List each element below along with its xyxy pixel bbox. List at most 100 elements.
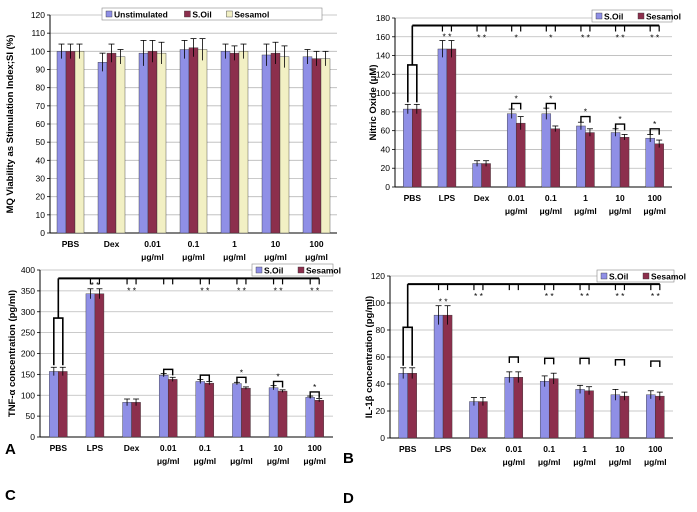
chart-d-category-label: 10 xyxy=(615,444,625,454)
chart-d-bar-sesamol-7 xyxy=(655,395,665,439)
chart-d-panel-letter: D xyxy=(343,490,354,507)
chart-b-sig-bracket xyxy=(649,128,660,135)
chart-b-category-label: 1 xyxy=(583,193,588,203)
chart-b-category-label: Dex xyxy=(474,193,490,203)
chart-c-bar-soil-3 xyxy=(158,375,169,438)
chart-a-bar-sesamol-0 xyxy=(74,51,85,234)
chart-a-bar-soil-3 xyxy=(188,47,199,234)
chart-a-legend-box xyxy=(101,7,323,21)
chart-c-category-label: 10 xyxy=(273,443,283,453)
chart-b-bar-soil-3 xyxy=(506,113,517,188)
chart-b-top-bracket-tick xyxy=(476,25,487,32)
chart-d-top-bracket-tick xyxy=(544,284,555,291)
chart-b-bar-soil-7 xyxy=(645,137,655,188)
chart-a-legend-label: S.Oil xyxy=(192,10,211,20)
chart-a-category-label: 1 xyxy=(232,239,237,249)
chart-d-ytick-label: 20 xyxy=(376,406,386,416)
chart-c-ytick-label: 150 xyxy=(21,369,35,379)
chart-d-bar-sesamol-2 xyxy=(478,401,488,439)
chart-b-top-bracket-tick xyxy=(511,25,522,32)
chart-a-legend-label: Sesamol xyxy=(234,10,269,20)
chart-d-y-axis-label: IL-1β concentration (pg/ml) xyxy=(364,296,375,418)
chart-b-bar-sesamol-6 xyxy=(619,137,630,188)
chart-b-category-label: 100 xyxy=(648,193,662,203)
chart-b-sig-star: * xyxy=(618,114,622,124)
chart-d-legend-label: Sesamol xyxy=(651,272,686,282)
chart-c-bar-soil-5 xyxy=(232,383,242,438)
chart-d-category-unit: μg/ml xyxy=(538,457,561,467)
chart-c-ytick-label: 250 xyxy=(21,328,35,338)
chart-a-category-label: 100 xyxy=(309,239,323,249)
chart-c-ytick-label: 350 xyxy=(21,286,35,296)
chart-b-sig-bracket xyxy=(510,102,522,110)
chart-b-category-label: LPS xyxy=(439,193,456,203)
chart-a-bar-unstimulated-1 xyxy=(97,62,108,234)
chart-c-ytick-label: 300 xyxy=(21,307,35,317)
chart-b-category-unit: μg/ml xyxy=(574,206,597,216)
chart-b-bar-sesamol-7 xyxy=(654,143,664,188)
chart-d-category-label: Dex xyxy=(471,444,487,454)
chart-a-legend-swatch xyxy=(105,10,113,18)
chart-c-ytick-label: 0 xyxy=(30,432,35,442)
chart-b-category-unit: μg/ml xyxy=(609,206,632,216)
chart-c-category-unit: μg/ml xyxy=(193,456,216,466)
chart-b-top-bracket-tick xyxy=(580,25,591,32)
chart-d-bar-soil-3 xyxy=(504,377,515,439)
chart-b-top-sig-star: * * xyxy=(581,33,591,43)
chart-b-ytick-label: 80 xyxy=(381,107,391,117)
chart-a-ytick-label: 60 xyxy=(36,119,46,129)
chart-d-ytick-label: 100 xyxy=(371,298,385,308)
chart-d-bar-soil-7 xyxy=(646,394,656,439)
chart-c-top-bracket-tick xyxy=(309,278,320,285)
chart-d-category-label: 0.1 xyxy=(543,444,555,454)
chart-d-category-unit: μg/ml xyxy=(609,457,632,467)
chart-b-bar-soil-5 xyxy=(576,125,586,188)
chart-c-pair-star: * * xyxy=(90,280,100,290)
chart-b-category-unit: μg/ml xyxy=(505,206,528,216)
chart-a-ytick-label: 90 xyxy=(36,65,46,75)
chart-b-bar-soil-4 xyxy=(541,113,552,188)
chart-c-category-label: 100 xyxy=(308,443,322,453)
chart-a-y-axis-label: MQ Viability as Stimulation Index;SI (%) xyxy=(5,35,16,214)
chart-c-top-bracket-tick xyxy=(126,278,137,285)
chart-a-category-label: Dex xyxy=(104,239,120,249)
chart-c-sig-bracket xyxy=(272,380,284,388)
chart-c-ytick-label: 400 xyxy=(21,265,35,275)
chart-b-ytick-label: 40 xyxy=(381,144,391,154)
chart-d-bar-soil-6 xyxy=(610,394,621,439)
chart-d-category-unit: μg/ml xyxy=(502,457,525,467)
chart-a-ytick-label: 120 xyxy=(31,10,45,20)
chart-b-ytick-label: 0 xyxy=(385,182,390,192)
chart-b-category-label: 0.01 xyxy=(508,193,525,203)
chart-c-sig-bracket xyxy=(162,368,174,376)
chart-d-bar-sesamol-4 xyxy=(548,378,559,439)
chart-a-ytick-label: 100 xyxy=(31,46,45,56)
chart-b-sig-star: * xyxy=(549,93,553,103)
chart-b-category-label: 0.1 xyxy=(545,193,557,203)
chart-c-sig-bracket xyxy=(236,376,247,384)
chart-b-sig-bracket xyxy=(614,123,626,131)
chart-c-bar-sesamol-6 xyxy=(277,390,288,438)
chart-c-legend-label: S.Oil xyxy=(264,266,283,276)
chart-d-sig-bracket xyxy=(508,356,520,363)
chart-d-category-label: 100 xyxy=(648,444,662,454)
chart-b-top-bracket-tick xyxy=(614,25,626,32)
chart-b-top-sig-star: * * xyxy=(616,33,626,43)
chart-a-category-unit: μg/ml xyxy=(305,252,328,262)
chart-d-bar-soil-1 xyxy=(433,314,444,439)
chart-c-category-label: 1 xyxy=(239,443,244,453)
chart-a-ytick-label: 30 xyxy=(36,174,46,184)
chart-a-bar-soil-4 xyxy=(229,52,240,234)
chart-b-legend-swatch xyxy=(595,12,603,20)
chart-a-bar-unstimulated-4 xyxy=(220,51,231,234)
chart-a-panel-letter: A xyxy=(5,441,16,458)
chart-c-ytick-label: 200 xyxy=(21,349,35,359)
chart-b-category-label: PBS xyxy=(404,193,422,203)
chart-b-legend-label: Sesamol xyxy=(646,12,681,22)
chart-a-bar-unstimulated-2 xyxy=(138,52,149,234)
chart-d-ytick-label: 40 xyxy=(376,379,386,389)
chart-c-top-bracket-tick xyxy=(163,278,174,285)
chart-b-top-bracket-tick xyxy=(649,25,660,32)
chart-a-category-label: 0.01 xyxy=(144,239,161,249)
chart-b-panel-letter: B xyxy=(343,450,354,467)
